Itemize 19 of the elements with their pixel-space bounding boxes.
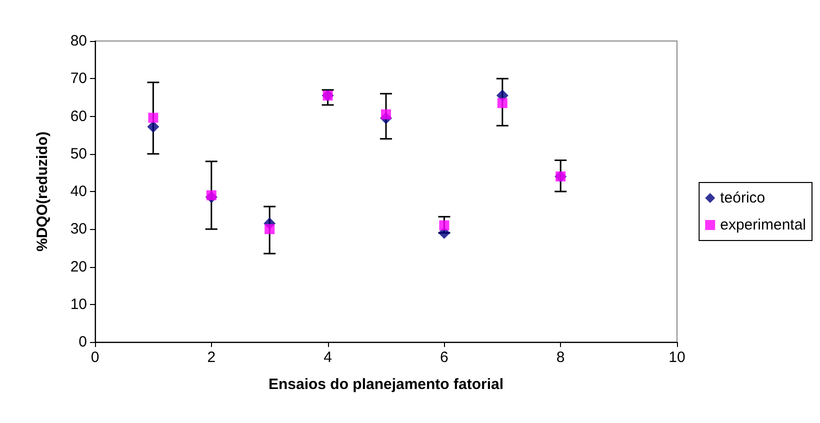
x-tick-label: 8 — [556, 349, 565, 366]
legend-label: teórico — [720, 190, 766, 206]
y-tick-label: 50 — [70, 145, 87, 162]
x-axis-title: Ensaios do planejamento fatorial — [268, 376, 504, 393]
x-tick-label: 10 — [668, 349, 686, 366]
y-tick-label: 0 — [78, 334, 87, 350]
y-axis-title: %DQO(reduzido) — [34, 132, 51, 252]
x-tick-label: 6 — [440, 349, 448, 366]
x-tick-label: 0 — [90, 349, 100, 366]
x-tick-label: 2 — [207, 349, 216, 366]
y-tick-label: 40 — [70, 183, 87, 200]
y-tick-label: 80 — [70, 32, 87, 50]
y-tick-label: 70 — [70, 70, 87, 88]
legend-label: experimental — [720, 216, 806, 234]
y-tick-label: 20 — [70, 258, 87, 276]
y-tick-label: 30 — [70, 220, 87, 238]
y-tick-label: 10 — [70, 296, 87, 313]
x-tick-label: 4 — [324, 349, 332, 366]
y-tick-label: 60 — [70, 108, 87, 125]
